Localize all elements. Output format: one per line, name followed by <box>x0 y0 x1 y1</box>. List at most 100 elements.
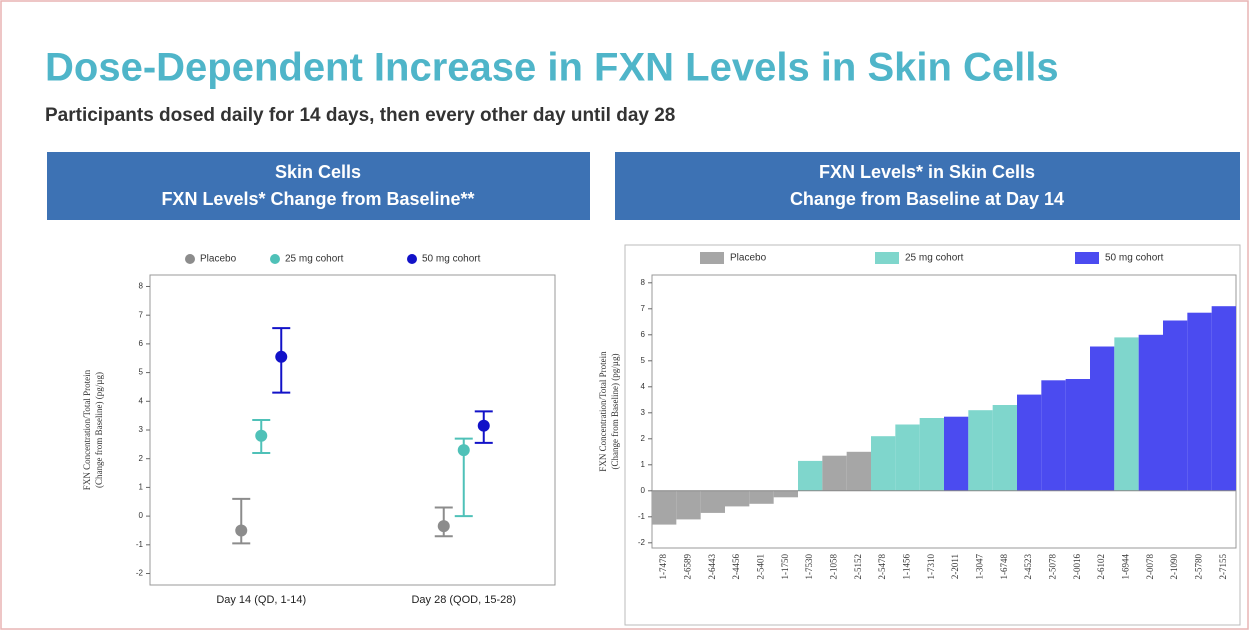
x-tick-label: 1-1750 <box>780 554 790 580</box>
point <box>255 429 268 442</box>
legend-marker <box>875 252 899 264</box>
x-tick-label: 2-2011 <box>950 554 960 579</box>
x-tick-label: 2-7155 <box>1218 554 1228 580</box>
y-tick-label: -2 <box>638 538 646 547</box>
y-tick-label: 5 <box>641 356 646 365</box>
bar <box>1017 394 1042 491</box>
bar <box>871 436 896 491</box>
x-tick-label: 2-1058 <box>829 554 839 580</box>
plot-frame <box>149 274 556 586</box>
y-tick-label: 3 <box>139 425 144 434</box>
y-tick-label: 4 <box>139 396 144 405</box>
bar <box>1041 380 1066 491</box>
y-tick-label: 7 <box>641 304 646 313</box>
x-tick-label: 1-7530 <box>804 554 814 580</box>
bar <box>944 416 969 491</box>
panel-header <box>47 152 590 220</box>
x-tick-label: 2-4523 <box>1023 554 1033 580</box>
bar <box>798 460 823 491</box>
bar <box>1211 306 1236 491</box>
bar <box>1065 379 1090 491</box>
x-tick-label: 2-5780 <box>1194 554 1204 580</box>
bar <box>676 490 701 520</box>
bar <box>1163 320 1188 491</box>
bar <box>1187 312 1212 491</box>
legend-label: 25 mg cohort <box>285 254 344 265</box>
y-tick-label: 1 <box>139 483 144 492</box>
bar <box>1138 334 1163 491</box>
x-tick-label: 1-7478 <box>658 554 668 580</box>
x-tick-label: 2-0016 <box>1072 554 1082 580</box>
x-tick-label: 2-6102 <box>1096 554 1106 580</box>
y-axis-label: FXN Concentration/Total Protein <box>82 369 92 490</box>
legend-marker <box>185 254 195 264</box>
x-tick-label: 2-5152 <box>853 554 863 580</box>
y-tick-label: 8 <box>139 282 144 291</box>
slide-title: Dose-Dependent Increase in FXN Levels in… <box>45 46 1059 90</box>
point <box>477 419 490 432</box>
y-tick-label: 2 <box>641 434 646 443</box>
y-tick-label: -1 <box>136 540 144 549</box>
legend-marker <box>1075 252 1099 264</box>
y-tick-label: 5 <box>139 368 144 377</box>
x-tick-label: 2-1090 <box>1169 554 1179 580</box>
x-tick-label: 1-6944 <box>1121 554 1131 580</box>
x-tick-label: 2-6443 <box>707 554 717 580</box>
y-tick-label: -2 <box>136 569 144 578</box>
y-tick-label: 2 <box>139 454 144 463</box>
point <box>437 520 450 533</box>
y-tick-label: 3 <box>641 408 646 417</box>
bar <box>992 405 1017 491</box>
x-tick-label: 2-4456 <box>731 554 741 580</box>
x-tick-label: Day 14 (QD, 1-14) <box>216 594 306 606</box>
slide-subtitle: Participants dosed daily for 14 days, th… <box>45 105 675 126</box>
y-tick-label: 7 <box>139 310 144 319</box>
y-axis-label: FXN Concentration/Total Protein <box>598 351 608 472</box>
y-tick-label: 6 <box>139 339 144 348</box>
bar <box>749 490 774 504</box>
bar <box>968 410 993 491</box>
chart-frame <box>624 244 1241 626</box>
bar <box>846 451 871 491</box>
point <box>235 524 248 537</box>
x-tick-label: 1-3047 <box>975 554 985 580</box>
point <box>275 350 288 363</box>
bar <box>1114 337 1139 491</box>
y-tick-label: 6 <box>641 330 646 339</box>
legend-label: 50 mg cohort <box>1105 253 1164 264</box>
y-tick-label: 4 <box>641 382 646 391</box>
y-tick-label: 8 <box>641 278 646 287</box>
legend-marker <box>270 254 280 264</box>
y-tick-label: 1 <box>641 460 646 469</box>
bar <box>895 424 920 491</box>
legend-label: Placebo <box>200 254 237 265</box>
panel-title: Change from Baseline at Day 14 <box>790 189 1064 209</box>
point <box>457 444 470 457</box>
bar <box>822 455 847 491</box>
y-tick-label: -1 <box>638 512 646 521</box>
legend-marker <box>407 254 417 264</box>
y-tick-label: 0 <box>139 511 144 520</box>
legend-label: 25 mg cohort <box>905 253 964 264</box>
bar <box>652 490 677 525</box>
bar <box>700 490 725 513</box>
legend-label: Placebo <box>730 253 767 264</box>
x-tick-label: 2-5478 <box>877 554 887 580</box>
legend-marker <box>700 252 724 264</box>
panel-header <box>615 152 1240 220</box>
bar <box>773 490 798 498</box>
x-tick-label: 1-6748 <box>999 554 1009 580</box>
x-tick-label: 2-6589 <box>683 554 693 580</box>
bar <box>725 490 750 507</box>
y-axis-label: (Change from Baseline) (pg/µg) <box>610 354 620 470</box>
y-tick-label: 0 <box>641 486 646 495</box>
y-axis-label: (Change from Baseline) (pg/µg) <box>94 372 104 488</box>
bar <box>1090 346 1115 491</box>
x-tick-label: 1-7310 <box>926 554 936 580</box>
bar <box>919 418 944 491</box>
x-tick-label: 1-1456 <box>902 554 912 580</box>
panel-title: FXN Levels* in Skin Cells <box>819 162 1035 182</box>
x-tick-label: 2-5401 <box>756 554 766 580</box>
